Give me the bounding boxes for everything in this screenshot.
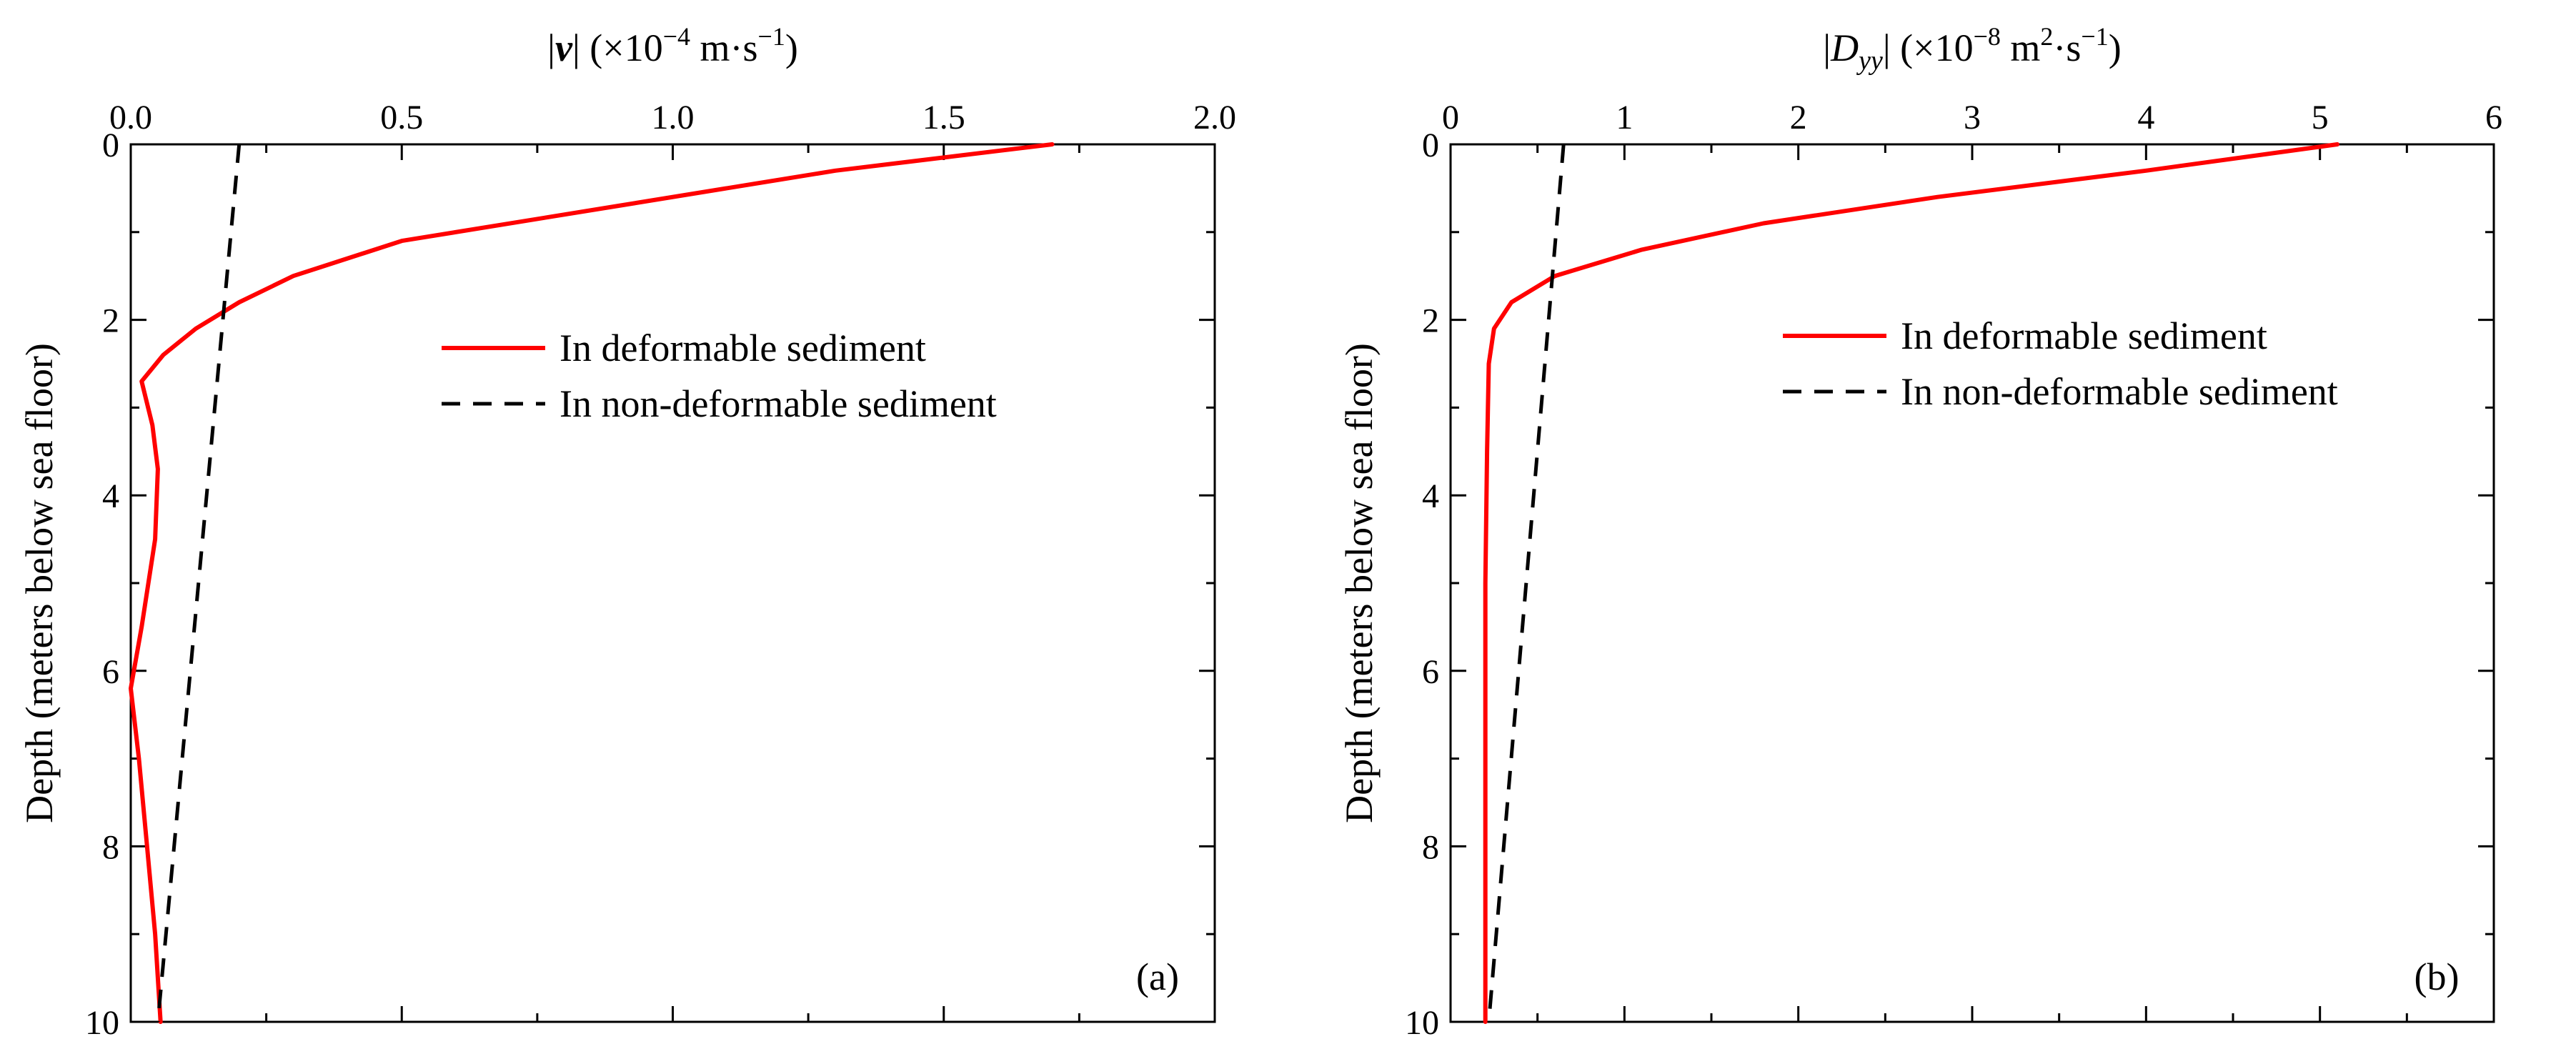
series-line-non-deformable — [156, 144, 242, 1023]
x-tick-label: 3 — [1964, 99, 1981, 136]
x-axis-title: |v| (×10−4 m·s−1) — [547, 22, 798, 69]
x-tick-label: 5 — [2312, 99, 2329, 136]
x-tick-label: 1.5 — [923, 99, 965, 136]
x-tick-label: 6 — [2485, 99, 2502, 136]
x-tick-label: 0.0 — [109, 99, 152, 136]
panel-a: 0.0 0.5 1.0 1.5 2.0 0 2 4 6 8 10 |v| (×10−4 m·s−1) D… — [18, 22, 1236, 1042]
panel-b: 0 1 2 3 4 5 6 0 2 4 6 8 10 |Dyy| (×10−8 m2·s−1) Depth … — [1338, 22, 2502, 1042]
x-tick-label: 4 — [2137, 99, 2154, 136]
panel-label: (a) — [1136, 955, 1179, 998]
y-tick-label: 0 — [102, 126, 119, 164]
y-tick-label: 2 — [1422, 302, 1439, 340]
y-tick-label: 6 — [102, 653, 119, 691]
legend-label: In deformable sediment — [1901, 314, 2267, 357]
y-tick-label: 6 — [1422, 653, 1439, 691]
y-axis-title: Depth (meters below sea floor) — [1338, 343, 1381, 823]
legend-label: In non-deformable sediment — [560, 382, 997, 425]
y-tick-label: 8 — [102, 828, 119, 866]
x-tick-label: 1.0 — [652, 99, 695, 136]
x-tick-label: 0 — [1442, 99, 1459, 136]
series-line-deformable — [1483, 142, 2339, 1024]
y-tick-label: 8 — [1422, 828, 1439, 866]
series-line-deformable — [129, 142, 1055, 1024]
y-tick-label: 2 — [102, 302, 119, 340]
x-tick-label: 2.0 — [1193, 99, 1236, 136]
legend-label: In non-deformable sediment — [1901, 370, 2338, 413]
x-tick-label: 0.5 — [380, 99, 423, 136]
x-axis-title: |Dyy| (×10−8 m2·s−1) — [1823, 22, 2121, 76]
y-tick-label: 4 — [102, 477, 119, 515]
y-axis-title: Depth (meters below sea floor) — [18, 343, 61, 823]
series-line-non-deformable — [1487, 144, 1566, 1023]
y-tick-label: 0 — [1422, 126, 1439, 164]
panel-label: (b) — [2415, 955, 2460, 998]
y-tick-label: 10 — [1405, 1004, 1439, 1042]
y-tick-label: 4 — [1422, 477, 1439, 515]
y-tick-label: 10 — [85, 1004, 119, 1042]
x-tick-label: 2 — [1790, 99, 1807, 136]
plot-frame — [1449, 143, 2495, 1023]
legend-label: In deformable sediment — [560, 327, 926, 369]
x-tick-label: 1 — [1616, 99, 1633, 136]
